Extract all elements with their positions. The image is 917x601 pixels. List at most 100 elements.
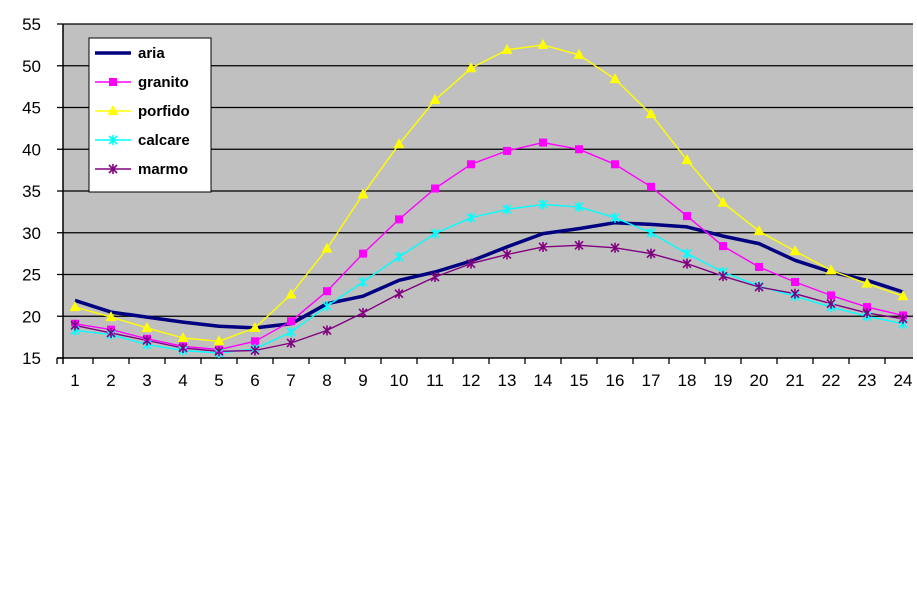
x-tick-label: 24 xyxy=(894,371,913,390)
x-tick-label: 23 xyxy=(858,371,877,390)
x-tick-label: 2 xyxy=(106,371,115,390)
data-point-star xyxy=(178,342,188,353)
data-point-star xyxy=(610,242,620,253)
data-point-square xyxy=(611,160,619,169)
x-tick-label: 11 xyxy=(426,371,444,390)
y-tick-label: 55 xyxy=(22,15,41,34)
data-point-triangle xyxy=(609,73,621,84)
data-point-triangle xyxy=(645,108,657,119)
data-point-square xyxy=(755,262,763,271)
data-point-star xyxy=(394,288,404,299)
data-point-star xyxy=(322,325,332,336)
data-point-triangle xyxy=(357,188,369,199)
data-point-star xyxy=(466,212,476,223)
series-line-aria xyxy=(74,220,904,330)
x-tick-label: 9 xyxy=(358,371,367,390)
data-point-triangle xyxy=(177,331,189,342)
legend-item: marmo xyxy=(95,161,188,178)
data-point-square xyxy=(251,337,259,346)
y-axis-ticks: 15 20 25 30 35 40 45 50 55 xyxy=(22,15,63,368)
axes xyxy=(57,24,913,364)
data-point-square xyxy=(827,291,835,300)
data-point-star xyxy=(250,345,260,356)
data-point-triangle xyxy=(753,225,765,236)
x-tick-label: 7 xyxy=(286,371,295,390)
x-axis-ticks: 1 2 3 4 5 6 7 8 9 10 11 12 13 14 15 16 17 18 19 20 21 22 23 24 xyxy=(56,358,913,390)
data-point-square xyxy=(287,317,295,326)
data-point-star xyxy=(430,272,440,283)
y-tick-label: 50 xyxy=(22,57,41,76)
data-point-star xyxy=(682,248,692,259)
y-tick-label: 40 xyxy=(22,140,41,159)
data-point-star xyxy=(610,212,620,223)
data-point-triangle xyxy=(501,43,513,54)
data-point-square xyxy=(467,160,475,169)
x-tick-label: 22 xyxy=(822,371,841,390)
data-point-star xyxy=(394,251,404,262)
data-point-square xyxy=(719,242,727,251)
legend-item: granito xyxy=(95,74,189,91)
legend-label: calcare xyxy=(138,132,190,149)
data-point-triangle xyxy=(537,38,549,49)
legend: aria granito porfido calcare marmo xyxy=(88,37,212,193)
data-point-square xyxy=(323,287,331,296)
data-point-star xyxy=(286,327,296,338)
x-tick-label: 8 xyxy=(322,371,331,390)
data-point-triangle xyxy=(465,62,477,73)
x-tick-label: 17 xyxy=(642,371,661,390)
data-point-star xyxy=(538,241,548,252)
x-tick-label: 13 xyxy=(498,371,517,390)
data-point-square xyxy=(863,303,871,312)
data-point-star xyxy=(718,271,728,282)
data-point-triangle xyxy=(393,138,405,149)
y-tick-label: 35 xyxy=(22,182,41,201)
y-tick-label: 45 xyxy=(22,99,41,118)
data-point-star xyxy=(430,228,440,239)
series-markers-porfido xyxy=(69,38,909,346)
data-point-triangle xyxy=(573,48,585,59)
data-point-triangle xyxy=(69,301,81,312)
x-tick-label: 15 xyxy=(570,371,589,390)
legend-item: calcare xyxy=(95,132,190,149)
data-point-star xyxy=(646,227,656,238)
series-markers xyxy=(69,38,909,358)
data-point-star xyxy=(466,258,476,269)
data-point-star xyxy=(538,199,548,210)
x-tick-label: 21 xyxy=(786,371,805,390)
x-tick-label: 10 xyxy=(390,371,409,390)
data-point-triangle xyxy=(249,321,261,332)
data-point-star xyxy=(790,288,800,299)
y-tick-label: 30 xyxy=(22,224,41,243)
data-point-star xyxy=(574,240,584,251)
y-tick-label: 25 xyxy=(22,266,41,285)
data-point-star xyxy=(754,282,764,293)
data-point-star xyxy=(108,135,118,145)
x-tick-label: 18 xyxy=(678,371,697,390)
data-point-triangle xyxy=(285,288,297,299)
data-point-square xyxy=(359,249,367,258)
data-point-star xyxy=(214,346,224,357)
data-point-triangle xyxy=(825,264,837,275)
x-tick-label: 4 xyxy=(178,371,187,390)
data-point-square xyxy=(539,138,547,147)
data-point-star xyxy=(826,298,836,309)
series-line-porfido xyxy=(74,44,904,342)
legend-item: porfido xyxy=(95,103,190,120)
data-point-triangle xyxy=(141,321,153,332)
data-point-triangle xyxy=(429,93,441,104)
y-tick-label: 15 xyxy=(22,349,41,368)
x-tick-label: 16 xyxy=(606,371,625,390)
data-point-square xyxy=(683,212,691,221)
x-tick-label: 12 xyxy=(462,371,481,390)
data-point-star xyxy=(286,337,296,348)
series-line-granito xyxy=(74,141,904,351)
x-tick-label: 3 xyxy=(142,371,151,390)
data-point-triangle xyxy=(107,105,119,115)
data-point-star xyxy=(898,313,908,324)
legend-item: aria xyxy=(95,45,165,62)
x-tick-label: 5 xyxy=(214,371,223,390)
data-point-square xyxy=(431,184,439,193)
data-point-star xyxy=(574,201,584,212)
data-point-star xyxy=(70,320,80,331)
